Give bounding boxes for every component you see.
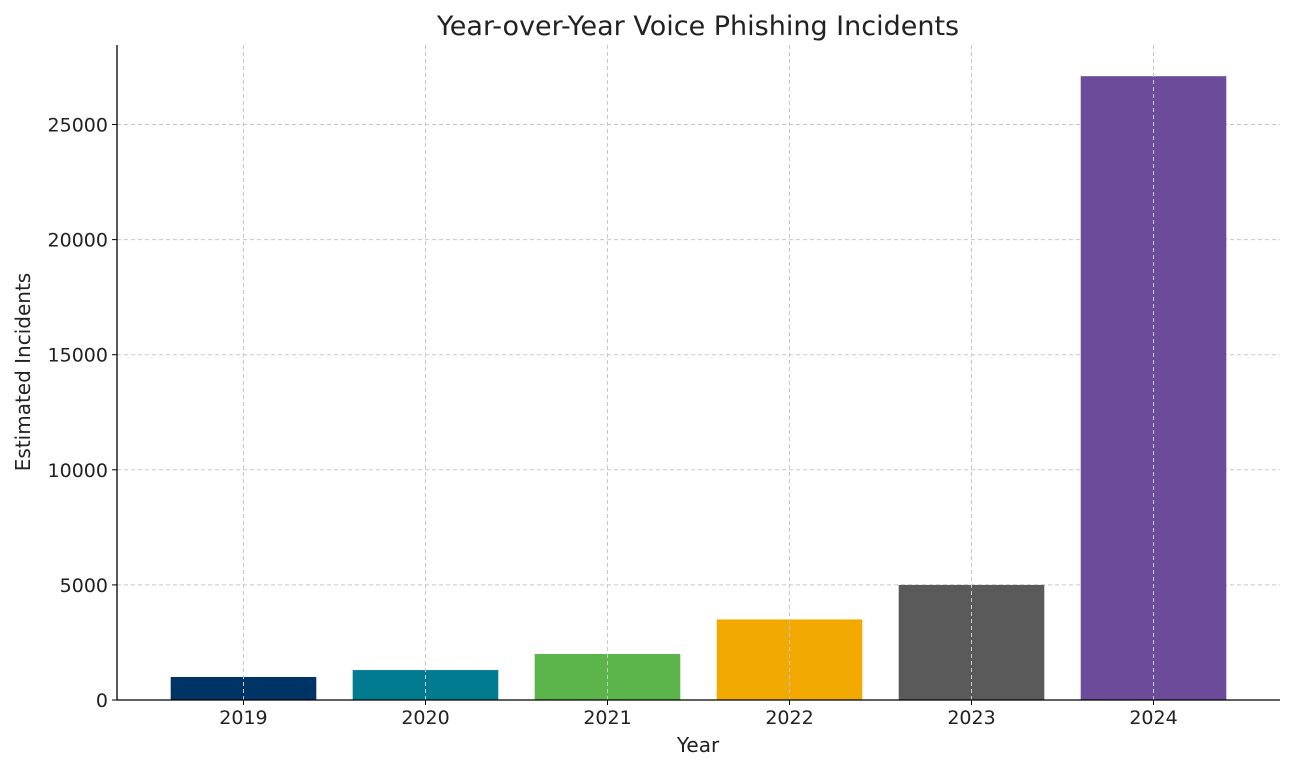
x-tick-label: 2024 <box>1129 707 1177 729</box>
x-tick-label: 2023 <box>947 707 995 729</box>
y-axis-label: Estimated Incidents <box>11 273 35 471</box>
y-tick-label: 20000 <box>48 230 108 252</box>
y-tick-label: 10000 <box>48 460 108 482</box>
bar-2019 <box>170 676 317 700</box>
x-tick-label: 2022 <box>765 707 813 729</box>
x-tick-label: 2019 <box>219 707 267 729</box>
bar-2022 <box>716 619 863 700</box>
y-tick-label: 0 <box>96 690 108 712</box>
chart-title: Year-over-Year Voice Phishing Incidents <box>436 11 959 42</box>
bars <box>170 76 1227 700</box>
y-tick-label: 15000 <box>48 345 108 367</box>
x-axis-label: Year <box>676 733 720 757</box>
y-tick-label: 5000 <box>60 575 108 597</box>
x-tick-label: 2021 <box>583 707 631 729</box>
x-tick-label: 2020 <box>401 707 449 729</box>
ticks: 0 5000 10000 15000 20000 25000 2019 2020 2021 202… <box>48 115 1178 729</box>
y-tick-label: 25000 <box>48 115 108 137</box>
